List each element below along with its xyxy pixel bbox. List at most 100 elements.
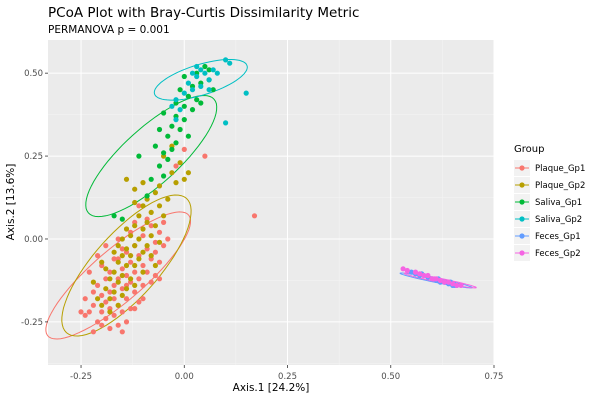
point-plaque-gp1 bbox=[123, 296, 130, 302]
ellipse-plaque-gp1 bbox=[45, 211, 191, 340]
y-axis-label: Axis.2 [13.6%] bbox=[5, 164, 17, 241]
point-plaque-gp1 bbox=[128, 259, 134, 265]
legend-key-point bbox=[519, 199, 525, 205]
point-saliva-gp1 bbox=[165, 133, 171, 139]
point-saliva-gp1 bbox=[181, 117, 187, 123]
point-plaque-gp1 bbox=[111, 312, 117, 318]
point-saliva-gp2 bbox=[210, 67, 216, 73]
point-plaque-gp2 bbox=[144, 243, 150, 249]
point-saliva-gp2 bbox=[173, 117, 179, 123]
point-plaque-gp2 bbox=[156, 183, 163, 189]
point-feces-gp2 bbox=[412, 269, 419, 275]
point-saliva-gp2 bbox=[185, 80, 191, 86]
point-saliva-gp1 bbox=[202, 63, 208, 70]
point-plaque-gp2 bbox=[140, 249, 146, 255]
point-plaque-gp2 bbox=[115, 243, 121, 249]
y-axis-ticks: -0.25 0.00 0.25 0.50 bbox=[21, 69, 48, 328]
point-plaque-gp2 bbox=[107, 276, 113, 282]
point-plaque-gp1 bbox=[165, 236, 171, 242]
point-plaque-gp1 bbox=[152, 249, 158, 255]
point-plaque-gp1 bbox=[123, 319, 130, 325]
legend-label: Saliva_Gp1 bbox=[535, 198, 582, 208]
point-saliva-gp2 bbox=[189, 70, 196, 76]
point-plaque-gp1 bbox=[156, 229, 163, 235]
point-plaque-gp2 bbox=[173, 180, 179, 186]
chart-subtitle: PERMANOVA p = 0.001 bbox=[48, 24, 170, 36]
point-saliva-gp2 bbox=[243, 90, 249, 96]
point-plaque-gp2 bbox=[144, 219, 150, 225]
point-plaque-gp2 bbox=[152, 223, 158, 229]
point-plaque-gp2 bbox=[132, 282, 138, 288]
point-plaque-gp1 bbox=[156, 276, 163, 282]
legend-label: Feces_Gp1 bbox=[535, 232, 581, 242]
point-plaque-gp2 bbox=[111, 289, 117, 295]
minor-grid bbox=[48, 40, 494, 365]
legend-item-saliva-gp1: Saliva_Gp1 bbox=[514, 194, 582, 210]
point-plaque-gp2 bbox=[148, 209, 154, 215]
point-saliva-gp2 bbox=[206, 77, 212, 83]
y-tick-label: 0.00 bbox=[24, 235, 43, 245]
point-plaque-gp2 bbox=[140, 203, 146, 209]
point-plaque-gp2 bbox=[156, 203, 163, 209]
point-plaque-gp1 bbox=[111, 256, 117, 262]
point-plaque-gp2 bbox=[136, 236, 142, 242]
legend-key-point bbox=[519, 216, 525, 222]
point-plaque-gp1 bbox=[140, 282, 146, 288]
point-plaque-gp1 bbox=[173, 163, 179, 169]
point-saliva-gp1 bbox=[185, 93, 191, 99]
point-plaque-gp2 bbox=[123, 262, 130, 269]
x-tick-label: 0.25 bbox=[278, 372, 297, 382]
point-plaque-gp1 bbox=[82, 296, 88, 302]
point-saliva-gp1 bbox=[161, 110, 167, 116]
point-feces-gp2 bbox=[425, 272, 431, 279]
point-plaque-gp2 bbox=[128, 253, 134, 259]
point-plaque-gp1 bbox=[136, 203, 142, 209]
y-tick-label: 0.50 bbox=[24, 69, 43, 79]
point-plaque-gp1 bbox=[90, 289, 96, 295]
point-plaque-gp1 bbox=[78, 309, 84, 315]
chart-title: PCoA Plot with Bray-Curtis Dissimilarity… bbox=[48, 5, 359, 21]
point-saliva-gp2 bbox=[181, 90, 187, 96]
point-plaque-gp2 bbox=[111, 249, 117, 255]
x-tick-label: -0.25 bbox=[70, 372, 92, 382]
point-feces-gp2 bbox=[421, 272, 427, 279]
point-plaque-gp2 bbox=[107, 296, 113, 302]
point-plaque-gp1 bbox=[99, 309, 105, 315]
point-saliva-gp1 bbox=[152, 143, 158, 149]
point-plaque-gp1 bbox=[132, 289, 138, 295]
point-plaque-gp1 bbox=[156, 259, 163, 265]
x-axis-label: Axis.1 [24.2%] bbox=[233, 382, 310, 394]
point-saliva-gp2 bbox=[202, 70, 208, 76]
point-feces-gp1 bbox=[408, 269, 414, 275]
point-plaque-gp2 bbox=[128, 233, 134, 239]
point-saliva-gp1 bbox=[169, 123, 175, 129]
point-feces-gp2 bbox=[458, 282, 464, 288]
point-plaque-gp1 bbox=[251, 213, 258, 219]
point-plaque-gp2 bbox=[165, 196, 171, 202]
point-plaque-gp1 bbox=[90, 302, 96, 308]
point-plaque-gp2 bbox=[115, 302, 121, 308]
point-plaque-gp2 bbox=[107, 309, 113, 315]
point-plaque-gp2 bbox=[161, 213, 167, 219]
point-plaque-gp2 bbox=[95, 296, 101, 302]
legend-items: Plaque_Gp1 Plaque_Gp2 Saliva_Gp1 Saliva_Gp2… bbox=[514, 160, 585, 261]
point-saliva-gp1 bbox=[194, 97, 200, 103]
point-feces-gp2 bbox=[417, 271, 423, 277]
point-feces-gp2 bbox=[400, 266, 406, 272]
major-grid bbox=[48, 40, 495, 365]
point-saliva-gp1 bbox=[177, 87, 183, 93]
point-plaque-gp1 bbox=[103, 299, 109, 305]
point-saliva-gp1 bbox=[181, 73, 187, 80]
point-saliva-gp2 bbox=[223, 120, 229, 126]
legend-label: Plaque_Gp1 bbox=[535, 164, 585, 174]
point-plaque-gp2 bbox=[152, 262, 158, 269]
legend-key-point bbox=[519, 182, 525, 188]
point-plaque-gp2 bbox=[115, 259, 121, 265]
point-saliva-gp1 bbox=[169, 146, 175, 152]
x-tick-label: 0.75 bbox=[485, 372, 504, 382]
point-plaque-gp1 bbox=[144, 269, 150, 275]
point-plaque-gp2 bbox=[185, 170, 191, 176]
point-plaque-gp1 bbox=[95, 253, 101, 259]
point-plaque-gp1 bbox=[95, 282, 101, 288]
x-axis-ticks: -0.25 0.00 0.25 0.50 0.75 bbox=[70, 365, 503, 382]
